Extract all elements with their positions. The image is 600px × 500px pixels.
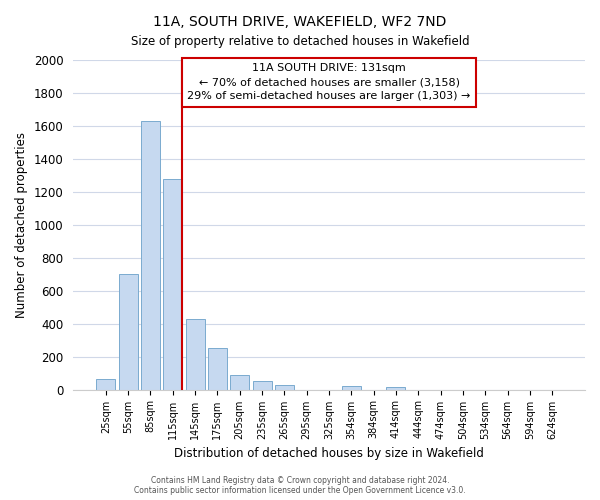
Bar [141, 121, 160, 390]
X-axis label: Distribution of detached houses by size in Wakefield: Distribution of detached houses by size … [174, 447, 484, 460]
Bar [230, 374, 249, 390]
Bar [96, 379, 115, 390]
Bar [342, 386, 361, 390]
Bar [275, 384, 294, 390]
Bar [208, 348, 227, 390]
Text: 11A, SOUTH DRIVE, WAKEFIELD, WF2 7ND: 11A, SOUTH DRIVE, WAKEFIELD, WF2 7ND [154, 15, 446, 29]
Text: 11A SOUTH DRIVE: 131sqm
← 70% of detached houses are smaller (3,158)
29% of semi: 11A SOUTH DRIVE: 131sqm ← 70% of detache… [187, 64, 471, 102]
Y-axis label: Number of detached properties: Number of detached properties [15, 132, 28, 318]
Bar [163, 178, 182, 390]
Bar [386, 387, 406, 390]
Text: Contains HM Land Registry data © Crown copyright and database right 2024.
Contai: Contains HM Land Registry data © Crown c… [134, 476, 466, 495]
Text: Size of property relative to detached houses in Wakefield: Size of property relative to detached ho… [131, 35, 469, 48]
Bar [119, 274, 137, 390]
Bar [185, 318, 205, 390]
Bar [253, 381, 272, 390]
